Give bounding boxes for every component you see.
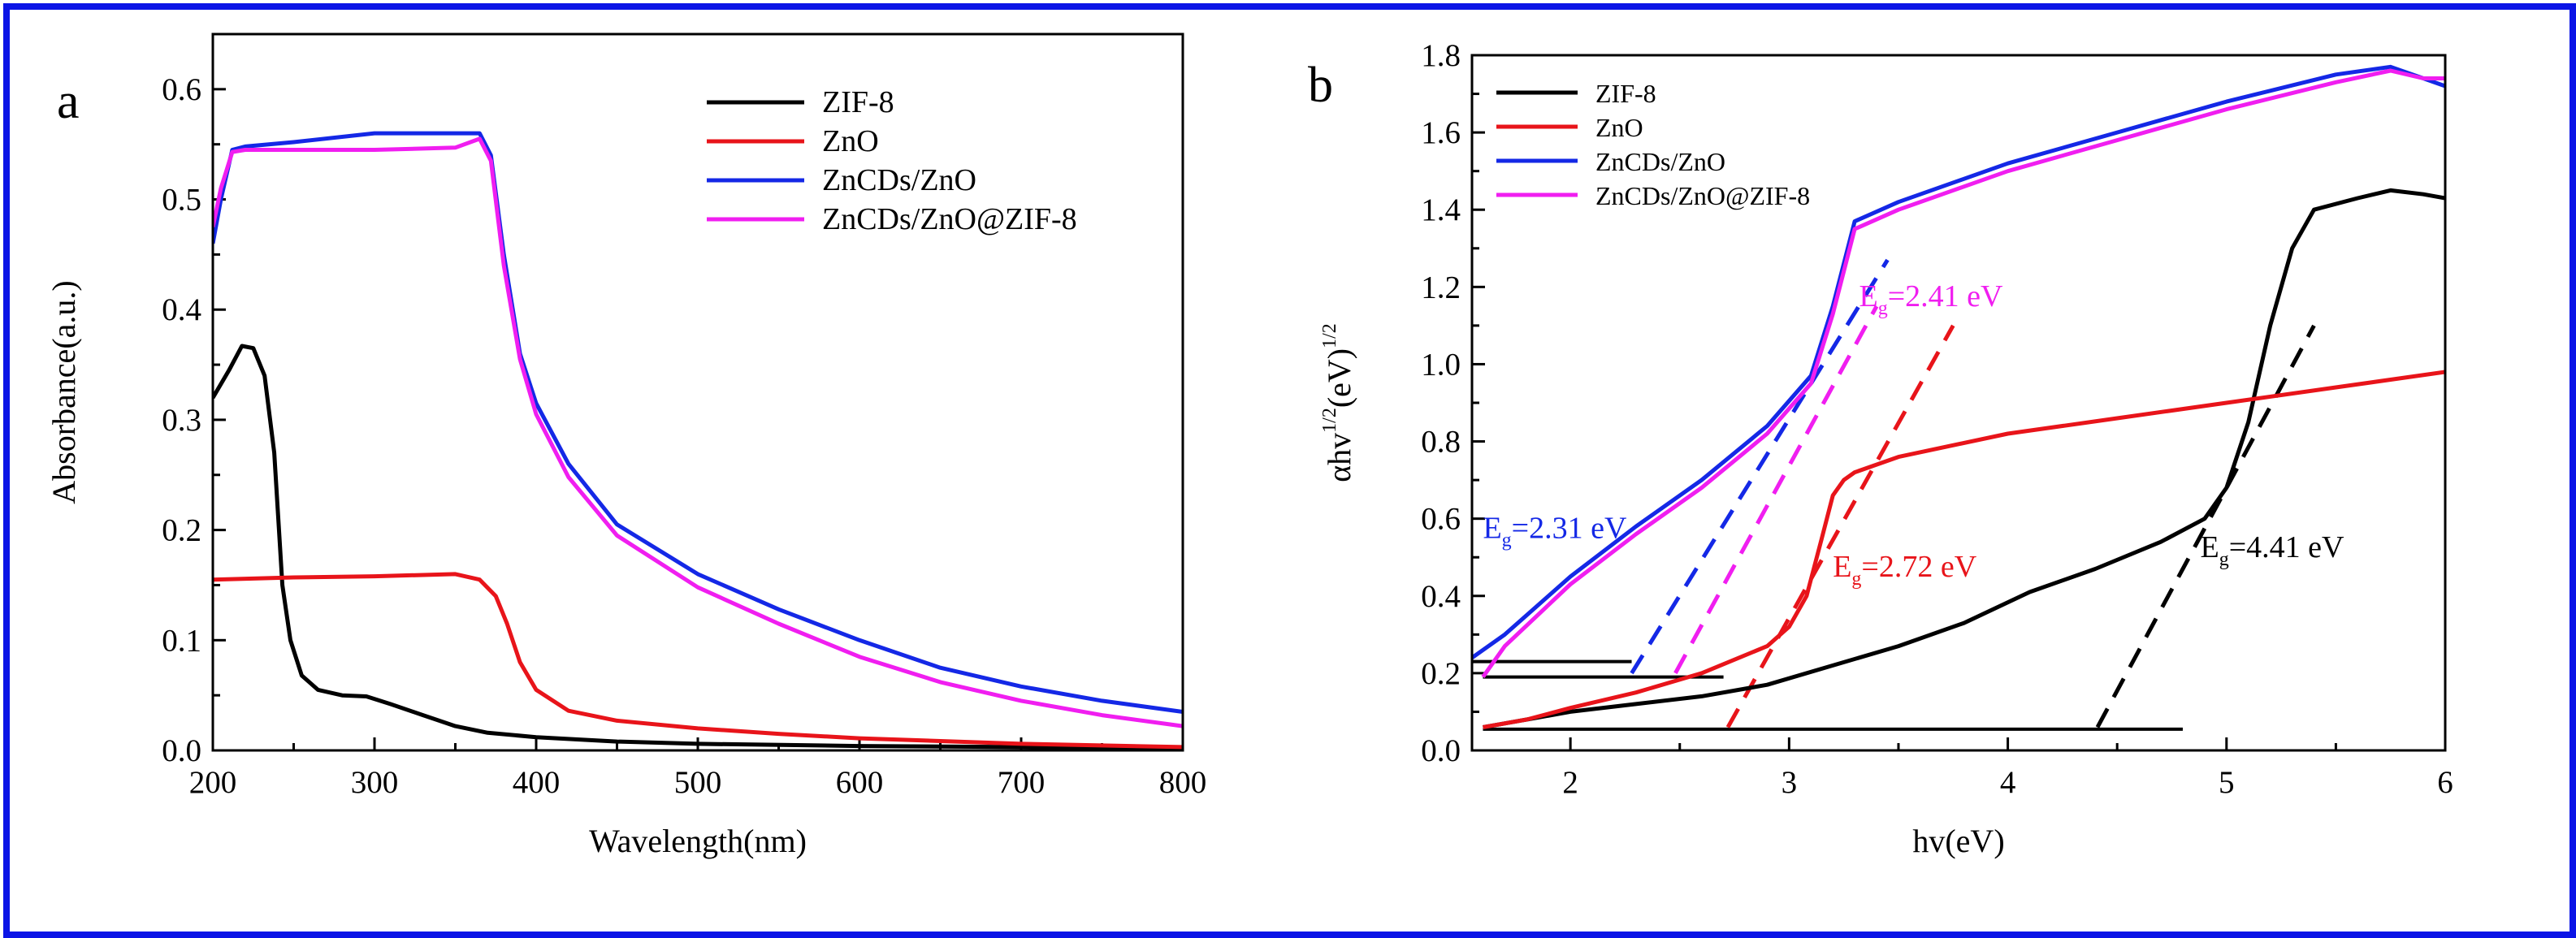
tangent-fit-line [1725,324,1955,728]
band-gap-annotation: Eg=4.41 eV [2200,530,2344,570]
x-tick-label: 4 [2000,765,2016,800]
x-tick-label: 400 [513,765,561,800]
panel-b-y-axis-title: αhv1/2(eV)1/2 [1319,323,1357,482]
series-line-zncds-zno-zif-8 [213,136,1183,728]
x-tick-label: 600 [836,765,884,800]
y-tick-label: 0.6 [1421,502,1461,537]
tangent-fit-line [2095,324,2316,728]
series-line-zif-8 [213,344,1183,750]
y-tick-label: 1.4 [1421,192,1461,227]
y-tick-label: 1.2 [1421,270,1461,305]
x-tick-label: 500 [674,765,722,800]
svg-text:αhv1/2(eV)1/2: αhv1/2(eV)1/2 [1319,323,1357,482]
series-line-zncds-zno [1472,64,2445,659]
x-tick-label: 2 [1562,765,1578,800]
panel-b-series [1472,64,2445,729]
panel-a-y-axis-title: Absorbance(a.u.) [45,280,82,504]
y-tick-label: 0.2 [162,513,201,548]
panel-b-ylabel-sup2: 1/2 [1319,323,1340,348]
x-tick-label: 6 [2437,765,2453,800]
panel-b-ticks: 2 3 4 5 6 0.0 0.2 0.4 0.6 0.8 1.0 1.2 1.4 1.6 1.8 [1421,38,2453,800]
legend-label: ZnCDs/ZnO@ZIF-8 [1595,181,1810,210]
x-tick-label: 700 [998,765,1046,800]
figure-border [3,3,2576,938]
legend-label: ZnCDs/ZnO@ZIF-8 [822,202,1077,236]
y-tick-label: 0.6 [162,72,201,107]
x-tick-label: 200 [189,765,237,800]
panel-label-b: b [1308,58,1333,113]
panel-a-x-axis-title: Wavelength(nm) [589,823,807,859]
y-tick-label: 0.1 [162,623,201,658]
panel-a-ticks: 200 300 400 500 600 700 800 0.0 0.1 0.2 0.3 0.4 0.5 0… [162,72,1206,800]
band-gap-annotation: Eg=2.72 eV [1833,550,1977,590]
legend-label: ZIF-8 [822,85,894,119]
y-tick-label: 0.0 [162,733,201,768]
series-line-zno [213,572,1183,750]
panel-b-ylabel-sup1: 1/2 [1319,408,1340,433]
panel-b: b 2 3 4 5 6 0.0 0.2 0.4 0.6 0.8 1.0 1.2 1.4 1.6 1.8 hv… [1308,38,2453,859]
legend-label: ZnO [1595,113,1643,142]
tangent-fit-line [1673,305,1879,675]
y-tick-label: 0.2 [1421,656,1461,691]
y-tick-label: 0.5 [162,183,201,218]
y-tick-label: 0.3 [162,403,201,438]
panel-label-a: a [57,74,80,129]
panel-b-ylabel-unit: (eV) [1321,348,1357,408]
y-tick-label: 0.0 [1421,733,1461,768]
tangent-fit-line [1630,258,1890,675]
legend-label: ZnCDs/ZnO [822,163,976,197]
panel-b-annotations: Eg=2.31 eV Eg=2.41 eV Eg=2.72 eV Eg=4.41 eV [1483,279,2344,590]
legend-label: ZnCDs/ZnO [1595,147,1725,176]
legend-label: ZIF-8 [1595,79,1656,108]
x-tick-label: 300 [351,765,399,800]
panel-b-ylabel-main: αhv [1321,433,1357,482]
panel-b-legend: ZIF-8 ZnO ZnCDs/ZnO ZnCDs/ZnO@ZIF-8 [1496,79,1810,210]
x-tick-label: 3 [1782,765,1798,800]
y-tick-label: 1.0 [1421,347,1461,382]
band-gap-annotation: Eg=2.31 eV [1483,511,1627,551]
series-line-zif-8 [1483,188,2445,729]
panel-a-plot-frame [211,32,1184,752]
x-tick-label: 800 [1159,765,1207,800]
series-line-zno [1483,370,2445,729]
series-line-zncds-zno-zif-8 [1481,68,2445,679]
panel-b-x-axis-title: hv(eV) [1912,823,2004,859]
panel-a-legend: ZIF-8 ZnO ZnCDs/ZnO ZnCDs/ZnO@ZIF-8 [707,85,1077,236]
panel-a: a 200 300 400 500 600 700 800 0.0 0.1 0.2 0.3 0.4 0.… [45,32,1206,859]
y-tick-label: 0.4 [1421,579,1461,614]
legend-label: ZnO [822,124,879,158]
y-tick-label: 0.4 [162,292,201,327]
y-tick-label: 1.8 [1421,38,1461,73]
panel-a-series [213,131,1183,750]
y-tick-label: 1.6 [1421,115,1461,150]
panel-b-plot-frame [1470,54,2447,752]
y-tick-label: 0.8 [1421,425,1461,460]
band-gap-annotation: Eg=2.41 eV [1859,279,2004,319]
x-tick-label: 5 [2219,765,2235,800]
panel-b-fit-lines [1472,258,2316,731]
